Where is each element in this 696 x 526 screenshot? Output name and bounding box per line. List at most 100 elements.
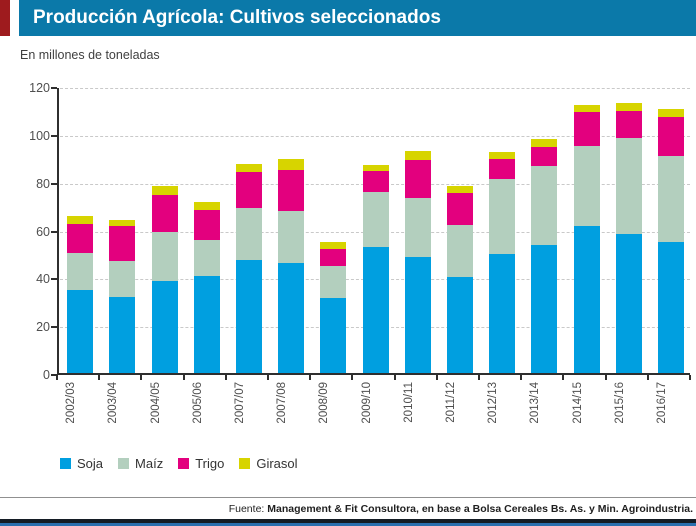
y-axis-tick-mark-0 [51,374,57,376]
y-axis-tick-mark-120 [51,87,57,89]
bar-segment-trigo-2015-16 [615,110,642,138]
x-axis-tick-mark-3 [182,375,185,380]
y-axis-tick-mark-60 [51,230,57,233]
x-axis-tick-label-2010-11: 2010/11 [402,382,415,423]
y-axis-tick-label-80: 80 [36,176,50,191]
bar-segment-girasol-2002-03 [67,215,94,224]
footer-divider-line [0,497,696,498]
bottom-dark-stripe [0,519,696,523]
bar-segment-girasol-2013-14 [531,139,558,147]
bar-segment-girasol-2005-06 [193,202,220,211]
y-axis-tick-mark-100 [51,134,57,137]
x-axis-tick-label-2013-14: 2013/14 [529,382,542,424]
bar-segment-trigo-2005-06 [193,210,220,241]
x-axis-tick-mark-9 [435,375,438,380]
stacked-bar-chart-plot-area [57,88,690,375]
bar-segment-maiz-2012-13 [489,178,516,255]
x-axis-tick-label-2002-03: 2002/03 [65,382,78,424]
legend-swatch-girasol [239,458,251,469]
x-axis-tick-mark-10 [478,375,480,380]
x-axis-tick-mark-11 [520,375,523,380]
bar-segment-soja-2007-07 [235,260,262,373]
x-axis-tick-label-2016-17: 2016/17 [655,382,668,424]
legend-item-trigo: Trigo [178,456,224,471]
y-axis-tick-label-0: 0 [43,368,50,382]
x-axis-tick-mark-7 [351,375,354,380]
bar-segment-trigo-2013-14 [531,147,558,167]
bar-segment-maiz-2007-07 [235,208,262,261]
chart-units-label: En millones de toneladas [20,48,160,62]
bar-segment-girasol-2010-11 [404,151,431,161]
header-accent-bar [0,0,10,36]
bar-segment-maiz-2008-09 [320,265,347,299]
bar-segment-girasol-2014-15 [573,104,600,112]
y-axis-tick-mark-40 [51,278,57,281]
bar-segment-trigo-2007-07 [235,172,262,208]
x-axis-tick-mark-13 [604,375,607,380]
x-axis-tick-mark-0 [56,375,58,380]
bar-segment-soja-2004-05 [151,281,178,373]
legend-label-girasol: Girasol [256,456,298,471]
x-axis-tick-label-2015-16: 2015/16 [613,382,626,424]
x-axis-tick-mark-8 [393,375,396,380]
bar-segment-soja-2015-16 [615,233,642,373]
x-axis-tick-mark-6 [309,375,312,380]
bottom-blue-stripe [0,523,696,526]
bar-segment-trigo-2016-17 [657,116,684,157]
bar-segment-trigo-2014-15 [573,111,600,147]
legend-swatch-maiz [118,458,130,469]
bar-segment-girasol-2016-17 [657,108,684,117]
bar-segment-maiz-2014-15 [573,146,600,227]
chart-legend: Soja Maíz Trigo Girasol [60,456,298,471]
bar-segment-girasol-2008-09 [320,241,347,249]
bar-segment-trigo-2012-13 [489,159,516,179]
bar-segment-trigo-2007-08 [278,170,305,211]
x-axis-tick-label-2004-05: 2004/05 [149,382,162,424]
bar-segment-soja-2014-15 [573,226,600,373]
x-axis-tick-mark-2 [140,375,143,380]
legend-swatch-soja [60,458,71,469]
x-axis-tick-mark-14 [646,375,649,380]
footer-source-prefix: Fuente: [228,503,268,515]
gridline-120 [60,88,690,89]
bar-segment-girasol-2007-07 [235,163,262,173]
y-axis-tick-label-100: 100 [29,128,50,143]
x-axis-tick-mark-12 [562,375,565,380]
bar-segment-girasol-2012-13 [489,152,516,160]
bar-segment-soja-2016-17 [657,241,684,373]
footer-source-text: Fuente: Management & Fit Consultora, en … [229,503,693,515]
header-bar: Producción Agrícola: Cultivos selecciona… [19,0,696,36]
bar-segment-soja-2002-03 [67,289,94,373]
y-axis-tick-label-120: 120 [29,81,50,95]
bar-segment-girasol-2003-04 [109,219,136,226]
legend-label-trigo: Trigo [195,456,225,471]
x-axis-tick-mark-1 [98,375,101,380]
bar-segment-maiz-2015-16 [615,137,642,234]
x-axis-tick-label-2007-08: 2007/08 [276,382,289,424]
x-axis-tick-mark-15 [689,375,691,380]
legend-item-maiz: Maíz [118,456,163,471]
bar-segment-girasol-2007-08 [278,159,305,171]
legend-item-soja: Soja [60,456,103,471]
x-axis-tick-label-2014-15: 2014/15 [571,382,584,424]
legend-swatch-trigo [178,458,190,469]
bar-segment-trigo-2009-10 [362,170,389,193]
bar-segment-girasol-2011-12 [446,185,473,194]
bar-segment-trigo-2004-05 [151,194,178,233]
bar-segment-soja-2012-13 [489,254,516,373]
bar-segment-soja-2009-10 [362,246,389,373]
bar-segment-maiz-2007-08 [278,210,305,264]
bar-segment-maiz-2004-05 [151,232,178,282]
legend-label-soja: Soja [77,456,104,471]
x-axis-tick-label-2003-04: 2003/04 [107,382,120,424]
y-axis-tick-mark-80 [51,182,57,185]
page-title: Producción Agrícola: Cultivos selecciona… [33,7,441,28]
bar-segment-soja-2011-12 [446,277,473,373]
bar-segment-maiz-2005-06 [193,240,220,277]
bar-segment-girasol-2009-10 [362,165,389,171]
bar-segment-soja-2007-08 [278,263,305,373]
y-axis-tick-label-20: 20 [36,320,50,335]
gridline-100 [60,135,690,137]
x-axis-tick-label-2009-10: 2009/10 [360,382,373,424]
y-axis-tick-label-40: 40 [36,272,50,287]
